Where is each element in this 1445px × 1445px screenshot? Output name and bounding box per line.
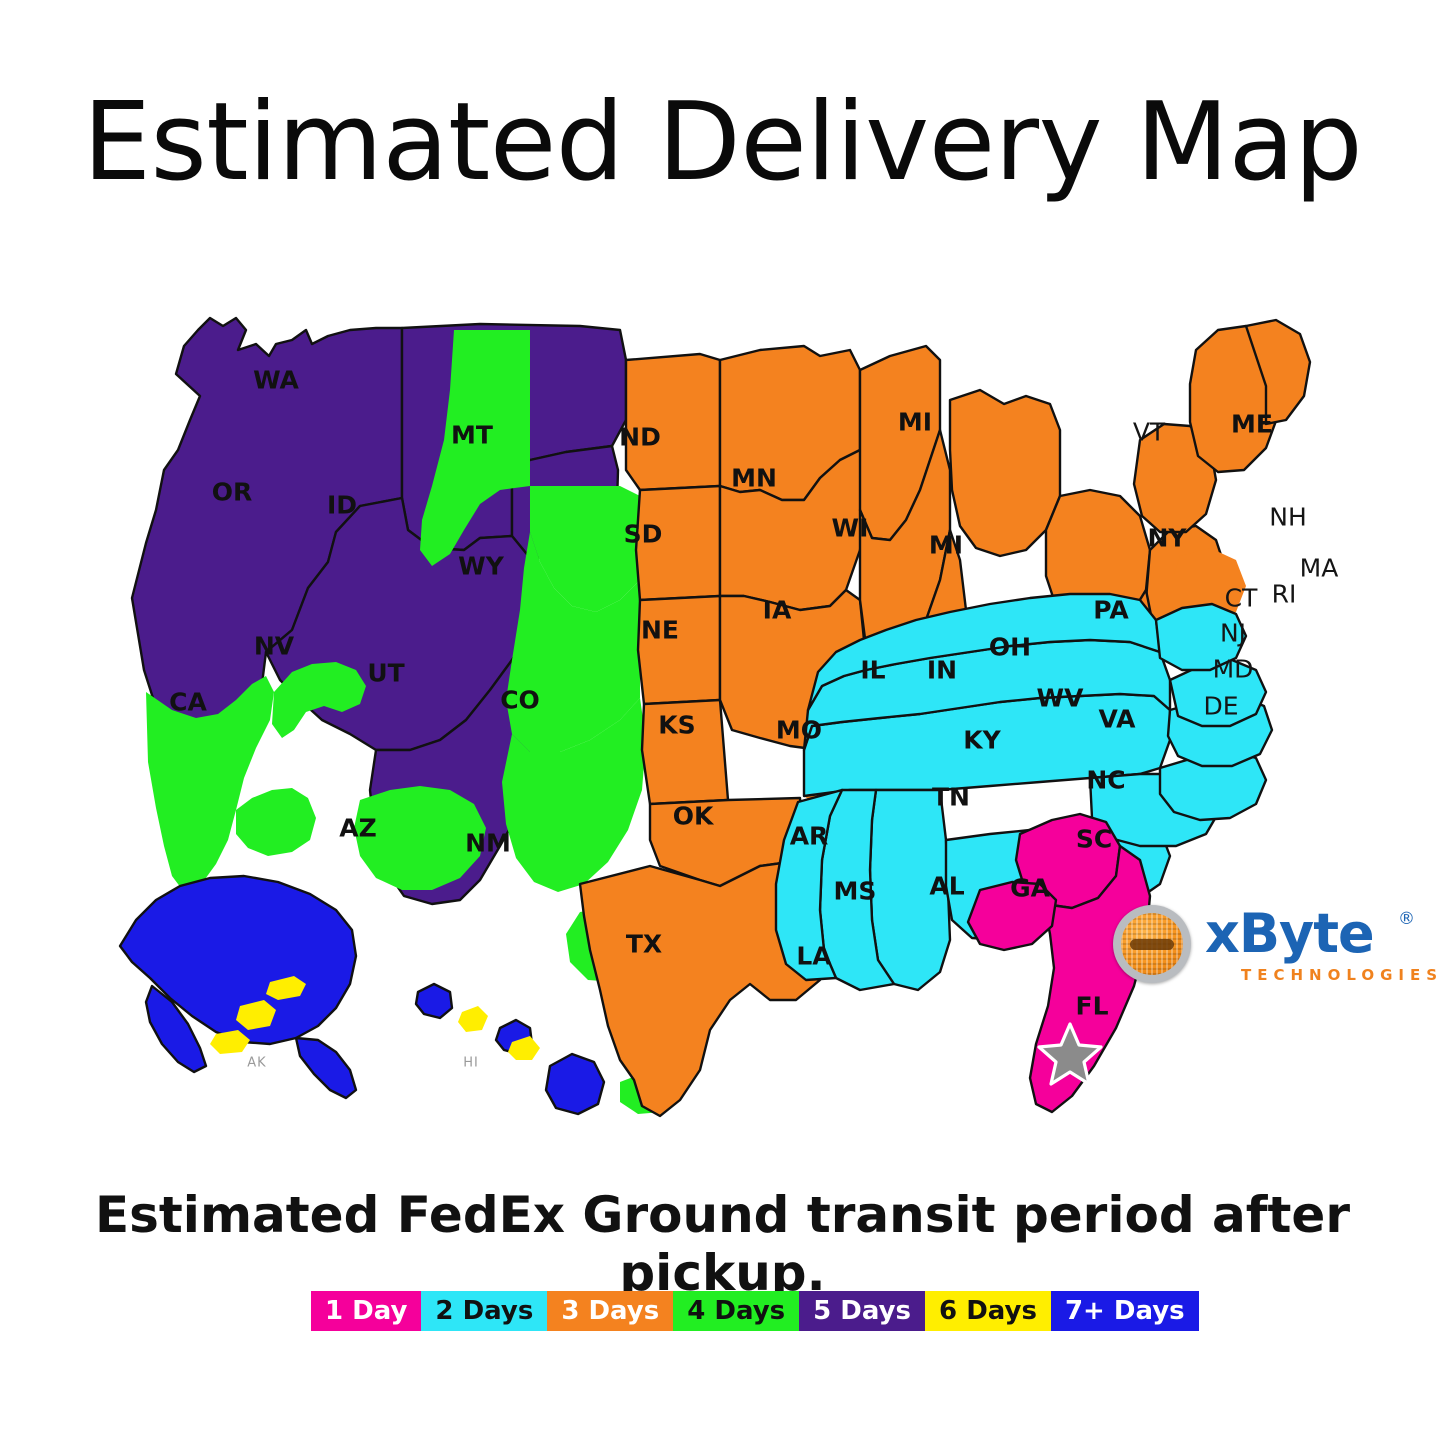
xbyte-logo: xByte ® TECHNOLOGIES [1113, 902, 1437, 995]
legend-item-7-days[interactable]: 7+ Days [1050, 1291, 1199, 1331]
origin-star-icon [1037, 1022, 1103, 1086]
map-caption: Estimated FedEx Ground transit period af… [94, 1186, 1350, 1302]
legend-item-1-days[interactable]: 1 Day [311, 1291, 422, 1331]
zone-1-day [966, 812, 1152, 1114]
zone-4-days [146, 330, 674, 1114]
zone-7plus-days [118, 874, 606, 1116]
legend-item-5-days[interactable]: 5 Days [799, 1291, 926, 1331]
zone-6-days [210, 976, 540, 1060]
legend-item-4-days[interactable]: 4 Days [673, 1291, 800, 1331]
legend-item-2-days[interactable]: 2 Days [421, 1291, 548, 1331]
xbyte-tagline: TECHNOLOGIES [1241, 966, 1444, 984]
zone-3-days [578, 318, 1312, 1118]
us-delivery-map: .s{stroke:#111;stroke-width:2.4;stroke-l… [60, 300, 1390, 1130]
us-map-svg: .s{stroke:#111;stroke-width:2.4;stroke-l… [118, 316, 1312, 1118]
transit-time-legend: 1 Day 2 Days 3 Days 4 Days 5 Days 6 Days 7+ Da… [311, 1291, 1199, 1331]
legend-item-6-days[interactable]: 6 Days [925, 1291, 1051, 1331]
page-title: Estimated Delivery Map [82, 80, 1363, 205]
zone-2-days [774, 592, 1274, 992]
registered-trademark-icon: ® [1398, 909, 1415, 929]
xbyte-logo-mark-icon [1113, 905, 1191, 983]
xbyte-wordmark: xByte [1205, 902, 1375, 965]
legend-item-3-days[interactable]: 3 Days [547, 1291, 674, 1331]
